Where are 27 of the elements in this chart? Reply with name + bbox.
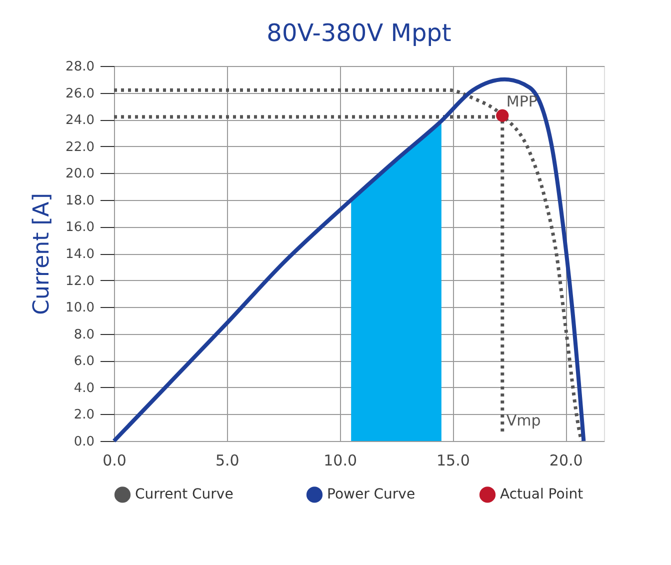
x-tick-label: 10.0: [324, 452, 358, 470]
y-tick-label: 26.0: [66, 86, 94, 102]
x-tick-label: 20.0: [549, 452, 583, 470]
x-tick-label: 0.0: [102, 452, 126, 470]
y-tick-label: 28.0: [66, 60, 94, 74]
y-axis-title: Current [A]: [30, 193, 55, 315]
y-tick-label: 24.0: [66, 113, 94, 128]
y-tick-label: 22.0: [66, 140, 94, 155]
legend-label: Power Curve: [327, 486, 416, 503]
legend-label: Actual Point: [500, 486, 584, 503]
annotation: MPP: [506, 92, 538, 111]
y-tick-label: 20.0: [66, 166, 94, 182]
chart-title: 80V-380V Mppt: [266, 19, 452, 47]
y-tick-label: 12.0: [66, 274, 94, 289]
annotation: Vmp: [506, 411, 541, 430]
y-tick-label: 4.0: [74, 380, 94, 396]
y-tick-label: 8.0: [74, 327, 94, 342]
y-tick-label: 16.0: [66, 220, 94, 236]
y-tick-label: 6.0: [74, 354, 94, 370]
x-tick-label: 15.0: [436, 452, 470, 470]
x-tick-label: 5.0: [215, 452, 240, 470]
y-tick-label: 10.0: [66, 300, 94, 316]
y-tick-label: 2.0: [74, 408, 94, 423]
y-tick-label: 14.0: [66, 247, 94, 262]
legend-label: Current Curve: [135, 486, 234, 503]
y-tick-label: 0.0: [74, 434, 94, 450]
y-tick-label: 18.0: [66, 193, 94, 208]
